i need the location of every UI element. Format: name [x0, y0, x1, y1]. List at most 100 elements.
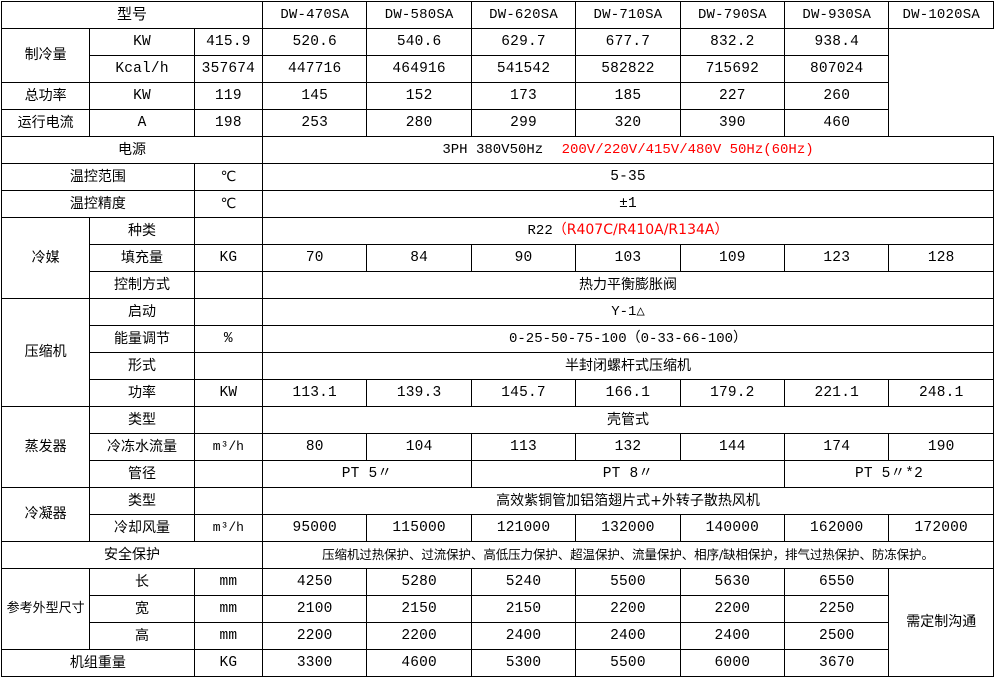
- row-label-refrigerant-control: 控制方式: [89, 271, 195, 299]
- refrigerant-primary: R22: [527, 223, 553, 240]
- row-label-cooling-capacity: 制冷量: [0, 28, 91, 83]
- cell-dimension-height-2: 2400: [470, 622, 577, 650]
- model-header-0: DW-470SA: [262, 1, 368, 29]
- cell-condenser-air-3: 132000: [575, 514, 681, 542]
- cell-running-current-4: 320: [575, 109, 681, 137]
- cell-unit-weight-0: 3300: [262, 649, 368, 677]
- cell-compressor-power-3: 166.1: [575, 379, 681, 407]
- cell-cooling-kcal-4: 582822: [575, 55, 681, 83]
- cell-cooling-kw-5: 832.2: [679, 28, 786, 56]
- cell-cooling-kcal-2: 464916: [366, 55, 472, 83]
- section-label-condenser: 冷凝器: [0, 487, 91, 542]
- cell-refrigerant-charge-0: 70: [262, 244, 368, 272]
- cell-refrigerant-charge-3: 103: [575, 244, 681, 272]
- cell-refrigerant-charge-5: 123: [784, 244, 890, 272]
- table-row-total-power: 总功率 KW 119 145 152 173 185 227 260: [0, 82, 994, 110]
- cell-pipe-diameter-group-0: PT 5〃: [262, 460, 472, 488]
- section-label-refrigerant: 冷媒: [0, 217, 91, 299]
- cell-total-power-0: 119: [193, 82, 264, 110]
- row-label-evaporator-pipe-diameter: 管径: [89, 460, 195, 488]
- cell-dimension-width-4: 2200: [679, 595, 786, 623]
- section-label-compressor: 压缩机: [0, 298, 91, 407]
- cell-cooling-kw-0: 415.9: [193, 28, 264, 56]
- cell-evaporator-flow-3: 132: [575, 433, 681, 461]
- unit-dimension-width: mm: [193, 595, 264, 623]
- table-row-compressor-capacity-control: 能量调节 % 0-25-50-75-100（0-33-66-100）: [2, 325, 994, 353]
- cell-dimension-width-1: 2150: [366, 595, 472, 623]
- cell-total-power-2: 152: [366, 82, 472, 110]
- cell-unit-weight-4: 6000: [679, 649, 786, 677]
- cell-refrigerant-charge-1: 84: [366, 244, 472, 272]
- cell-evaporator-flow-1: 104: [366, 433, 472, 461]
- cell-refrigerant-charge-6: 128: [888, 244, 994, 272]
- section-label-evaporator: 蒸发器: [0, 406, 91, 488]
- cell-condenser-air-6: 172000: [888, 514, 994, 542]
- unit-dimension-length: mm: [193, 568, 264, 596]
- cell-dimension-height-1: 2200: [366, 622, 472, 650]
- unit-compressor-capacity-control: %: [193, 325, 264, 353]
- refrigerant-alternatives: （R407C/R410A/R134A）: [552, 222, 729, 239]
- cell-compressor-power-0: 113.1: [262, 379, 368, 407]
- cell-temp-accuracy-value: ±1: [262, 190, 994, 218]
- cell-total-power-1: 145: [262, 82, 368, 110]
- cell-dimension-width-2: 2150: [470, 595, 577, 623]
- cell-dimension-height-4: 2400: [679, 622, 786, 650]
- model-header-2: DW-620SA: [470, 1, 577, 29]
- row-label-compressor-capacity-control: 能量调节: [89, 325, 195, 353]
- row-label-evaporator-water-flow: 冷冻水流量: [89, 433, 195, 461]
- cell-dimension-height-5: 2500: [784, 622, 890, 650]
- cell-dimension-length-2: 5240: [470, 568, 577, 596]
- table-row-refrigerant-type: 冷媒 种类 R22（R407C/R410A/R134A）: [0, 217, 994, 299]
- cell-condenser-air-1: 115000: [366, 514, 472, 542]
- unit-dimension-height: mm: [193, 622, 264, 650]
- cell-running-current-3: 299: [470, 109, 577, 137]
- cell-pipe-diameter-group-2: PT 5〃*2: [784, 460, 994, 488]
- cell-compressor-power-2: 145.7: [470, 379, 577, 407]
- table-row-compressor-start: 压缩机 启动 Y-1△: [0, 298, 994, 407]
- table-row-cooling-capacity-kw: 制冷量 KW 415.9 520.6 540.6 629.7 677.7 832…: [0, 28, 994, 83]
- section-label-dimensions: 参考外型尺寸: [0, 568, 91, 650]
- cell-compressor-power-4: 179.2: [679, 379, 786, 407]
- cell-running-current-6: 460: [784, 109, 890, 137]
- cell-refrigerant-type-value: R22（R407C/R410A/R134A）: [262, 217, 994, 245]
- model-header-5: DW-930SA: [784, 1, 890, 29]
- cell-dimension-length-3: 5500: [575, 568, 681, 596]
- cell-dimension-length-4: 5630: [679, 568, 786, 596]
- table-row-compressor-power: 功率 KW 113.1 139.3 145.7 166.1 179.2 221.…: [2, 379, 994, 407]
- row-label-dimension-width: 宽: [89, 595, 195, 623]
- cell-cooling-kcal-5: 715692: [679, 55, 786, 83]
- table-row-running-current: 运行电流 A 198 253 280 299 320 390 460: [0, 109, 994, 137]
- table-row-condenser-type: 冷凝器 类型 高效紫铜管加铝箔翅片式+外转子散热风机: [0, 487, 994, 542]
- cell-condenser-type-value: 高效紫铜管加铝箔翅片式+外转子散热风机: [262, 487, 994, 515]
- row-label-dimension-length: 长: [89, 568, 195, 596]
- row-label-compressor-start: 启动: [89, 298, 195, 326]
- cell-cooling-kw-1: 520.6: [262, 28, 368, 56]
- cell-compressor-capacity-control-value: 0-25-50-75-100（0-33-66-100）: [262, 325, 994, 353]
- cell-running-current-2: 280: [366, 109, 472, 137]
- table-row-unit-weight: 机组重量 KG 3300 4600 5300 5500 6000 3670: [1, 649, 994, 677]
- table-header-row: 型号 DW-470SA DW-580SA DW-620SA DW-710SA D…: [0, 1, 994, 29]
- cell-dimension-length-0: 4250: [262, 568, 368, 596]
- row-label-compressor-form: 形式: [89, 352, 195, 380]
- unit-condenser-air-flow: m³/h: [193, 514, 264, 542]
- cell-running-current-1: 253: [262, 109, 368, 137]
- cell-pipe-diameter-group-1: PT 8〃: [470, 460, 786, 488]
- table-row-power-supply: 电源 3PH 380V50Hz 200V/220V/415V/480V 50Hz…: [0, 136, 994, 164]
- table-row-evaporator-pipe-diameter: 管径 PT 5〃 PT 8〃 PT 5〃*2: [2, 460, 994, 488]
- row-label-power-supply: 电源: [0, 136, 264, 164]
- table-row-evaporator-type: 蒸发器 类型 壳管式: [0, 406, 994, 488]
- unit-compressor-form: [193, 352, 264, 380]
- cell-evaporator-flow-4: 144: [679, 433, 786, 461]
- cell-cooling-kw-4: 677.7: [575, 28, 681, 56]
- row-label-total-power: 总功率: [0, 82, 91, 110]
- cell-dimension-height-3: 2400: [575, 622, 681, 650]
- table-row-temp-range: 温控范围 ℃ 5-35: [1, 163, 994, 191]
- cell-total-power-5: 227: [679, 82, 786, 110]
- unit-total-power: KW: [89, 82, 195, 110]
- row-label-refrigerant-charge: 填充量: [89, 244, 195, 272]
- unit-refrigerant-control: [193, 271, 264, 299]
- table-row-condenser-air-flow: 冷却风量 m³/h 95000 115000 121000 132000 140…: [2, 514, 994, 542]
- cell-unit-weight-5: 3670: [784, 649, 890, 677]
- cell-evaporator-flow-5: 174: [784, 433, 890, 461]
- unit-evaporator-type: [193, 406, 264, 434]
